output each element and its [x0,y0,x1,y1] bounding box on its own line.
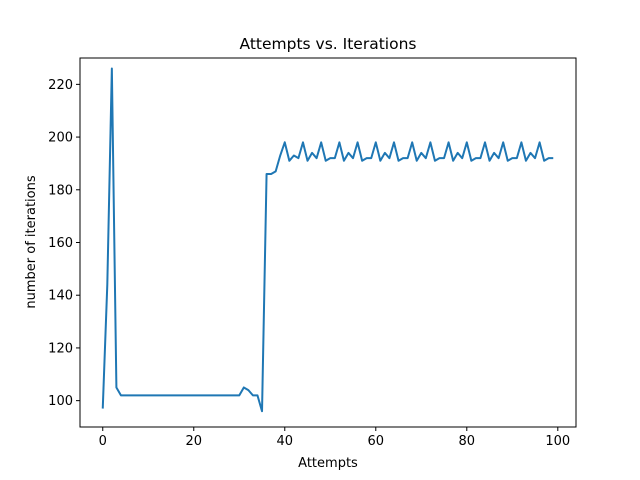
x-axis-ticks: 0 20 40 60 80 100 [99,427,570,449]
y-tick-label: 140 [48,289,73,304]
axes-frame [79,57,577,428]
y-axis-ticks: 100 120 140 160 180 200 220 [48,78,80,409]
plot-area [101,67,554,413]
x-tick-label: 20 [185,434,202,449]
chart-title: Attempts vs. Iterations [240,35,417,53]
y-tick-label: 180 [48,183,73,198]
series-line [101,67,554,413]
y-tick-label: 200 [48,131,73,146]
x-tick-label: 100 [545,434,570,449]
y-tick-label: 100 [48,394,73,409]
x-tick-label: 80 [459,434,476,449]
y-tick-label: 160 [48,236,73,251]
x-tick-label: 40 [276,434,293,449]
y-tick-label: 120 [48,341,73,356]
x-axis-label: Attempts [298,456,358,471]
x-tick-label: 60 [368,434,385,449]
y-axis-label: number of iterations [24,175,39,308]
x-tick-label: 0 [99,434,107,449]
y-tick-label: 220 [48,78,73,93]
